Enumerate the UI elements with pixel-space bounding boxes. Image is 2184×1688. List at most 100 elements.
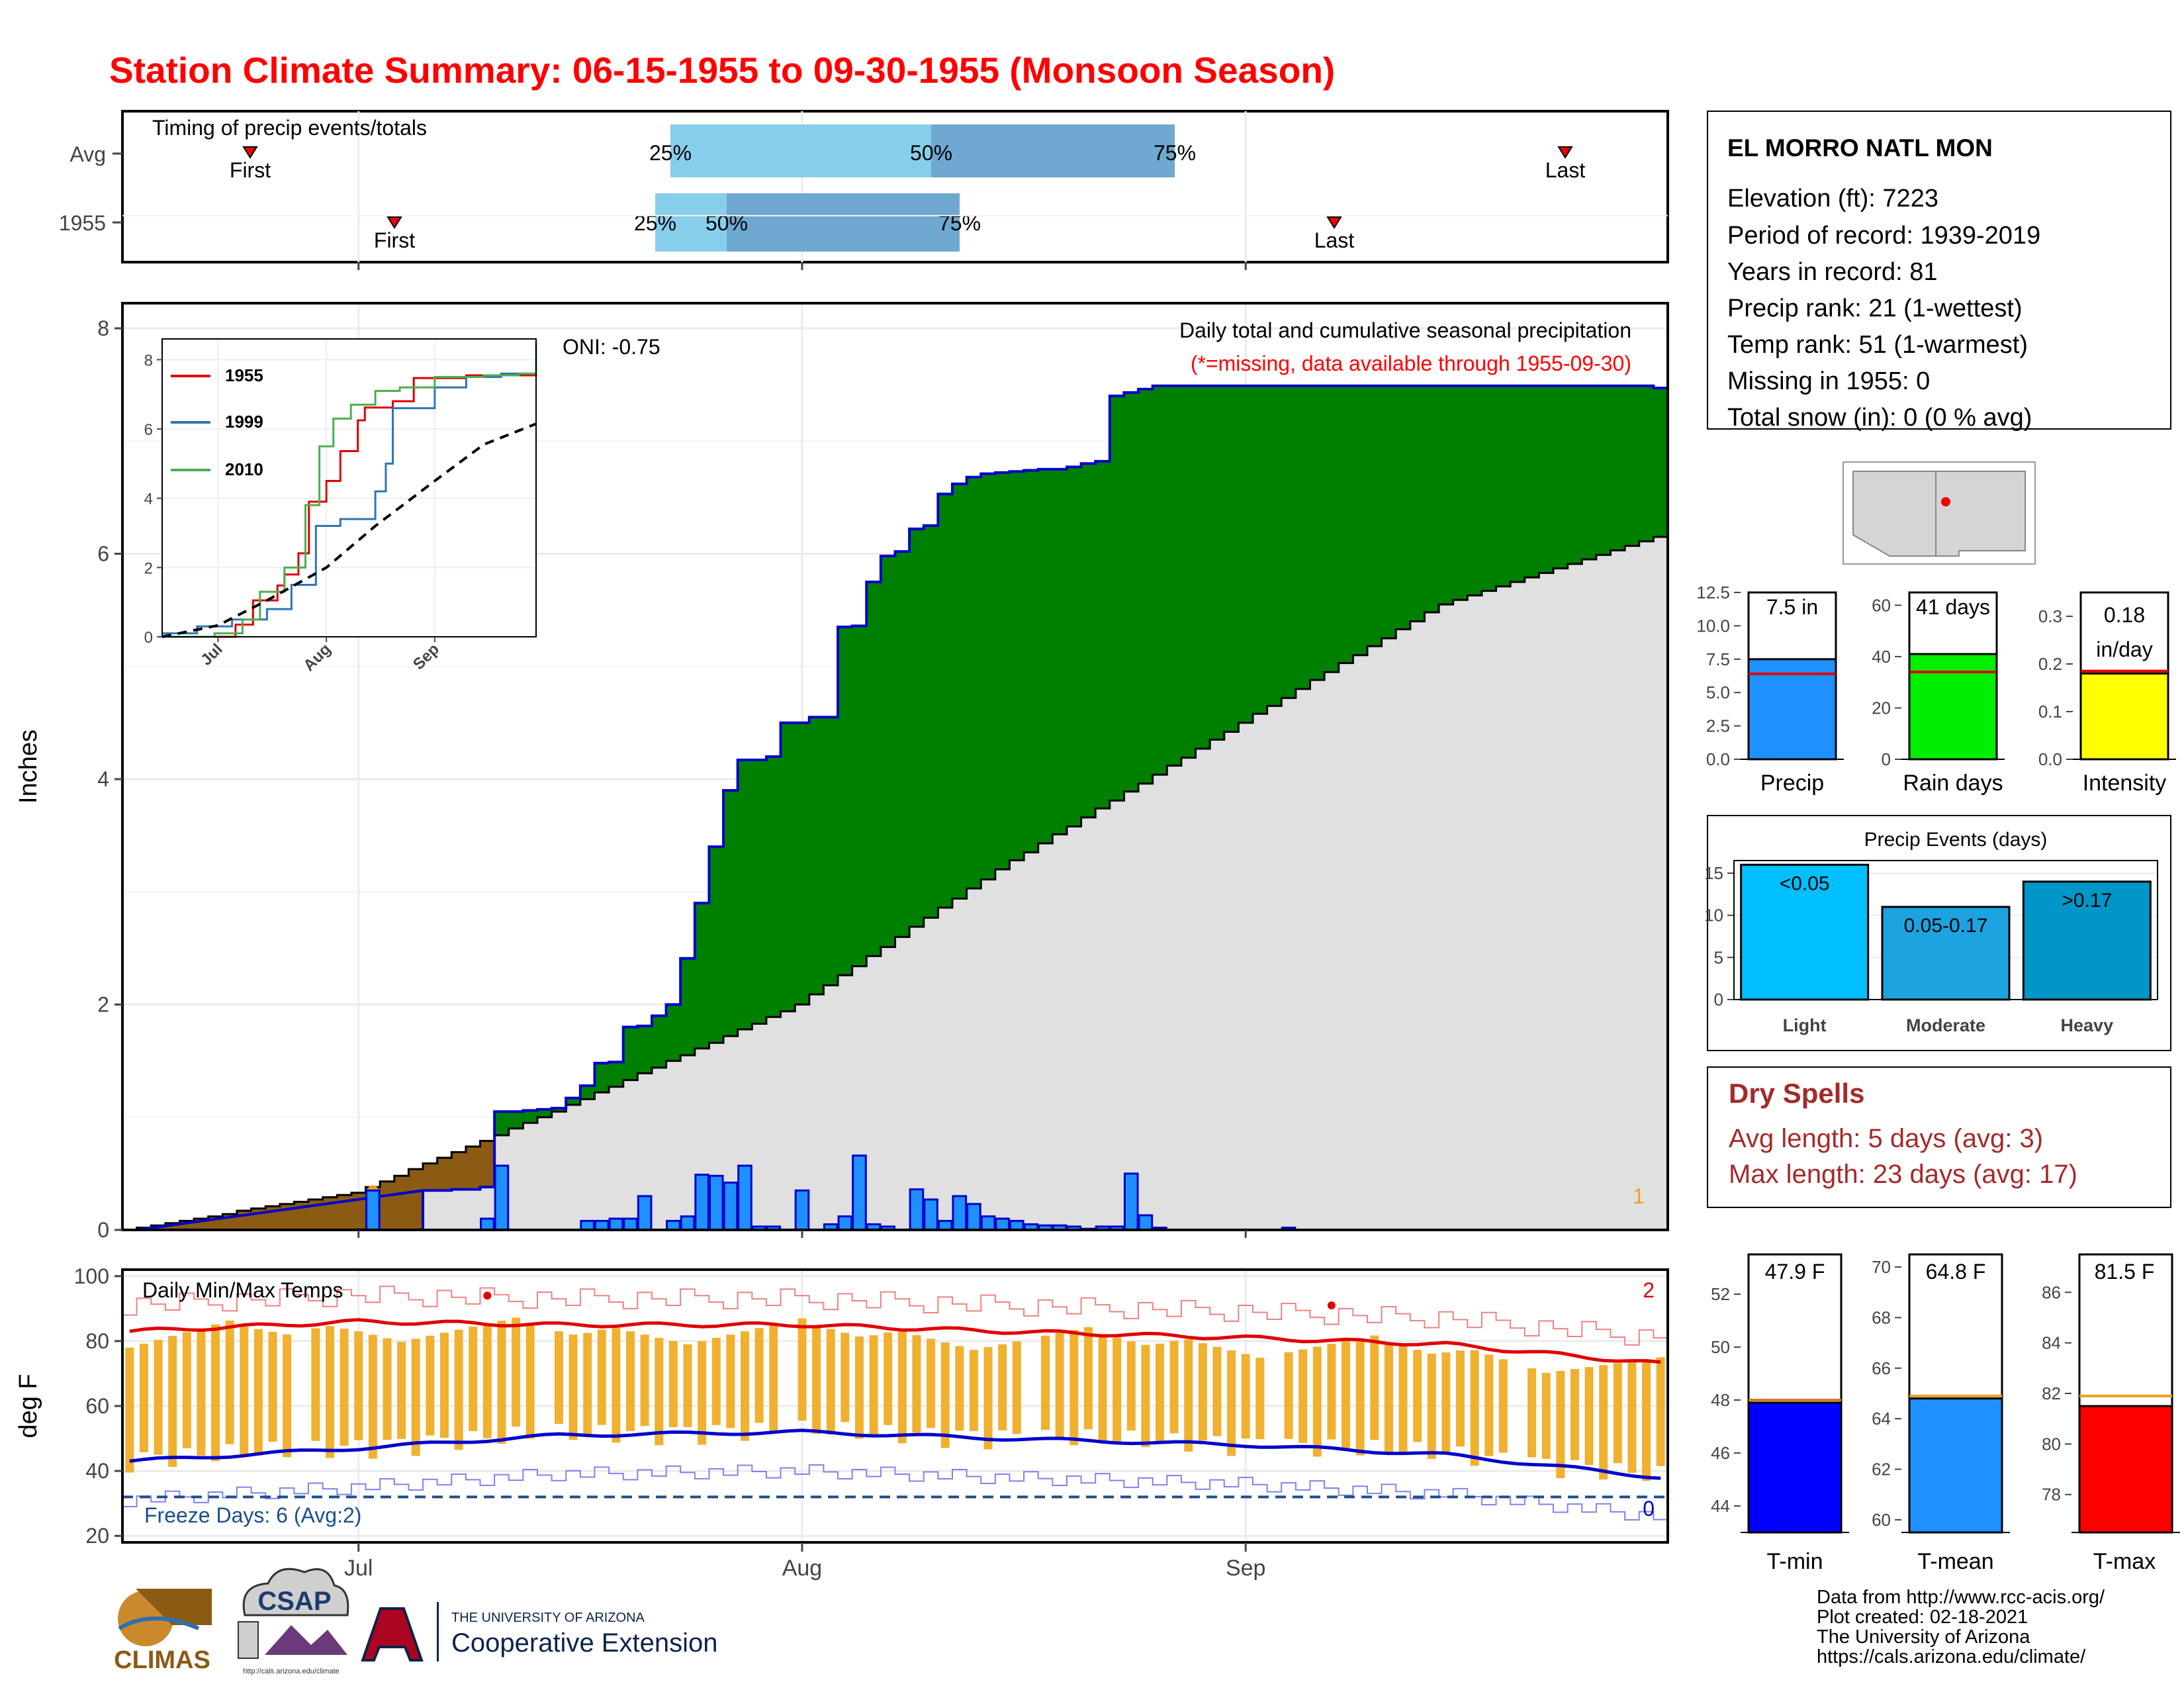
daily-temp-bar (1012, 1341, 1021, 1434)
daily-temp-bar (1556, 1371, 1565, 1479)
daily-temp-bar (1126, 1341, 1136, 1431)
mini-y-tick-label: 80 (2042, 1434, 2061, 1454)
record-high-marker (483, 1291, 492, 1300)
daily-temp-bar (439, 1333, 449, 1438)
daily-temp-bar (1055, 1333, 1064, 1438)
daily-temp-bar (640, 1335, 649, 1427)
daily-temp-bar (1298, 1349, 1308, 1443)
daily-temp-bar (927, 1338, 936, 1429)
date-x-axis: Jul Aug Sep (344, 262, 1265, 1581)
1955-quartile-25-50 (655, 193, 727, 252)
dry-spells-max: Max length: 23 days (avg: 17) (1729, 1160, 2077, 1189)
daily-temp-bar (1541, 1372, 1551, 1459)
daily-temp-bar (1570, 1369, 1579, 1460)
inset-series-avg (161, 422, 537, 638)
avg-last-marker (1557, 146, 1573, 159)
inset-bg (161, 338, 537, 637)
ua-divider (437, 1602, 439, 1662)
daily-precip-bar (794, 1189, 810, 1231)
daily-temp-bar (969, 1350, 978, 1431)
daily-precip-bar (694, 1174, 709, 1231)
tmean-bar (1908, 1397, 2003, 1534)
daily-temp-bar (454, 1329, 463, 1450)
csap-cloud (242, 1568, 349, 1617)
tmin-xlabel: T-min (1767, 1549, 1823, 1574)
mini-y-tick-label: 70 (1872, 1257, 1891, 1277)
events-bar-light (1740, 863, 1870, 1001)
map-state-arizona (1852, 471, 1936, 557)
daily-temp-bar (1427, 1353, 1436, 1459)
daily-temp-bar (354, 1331, 363, 1440)
inset-legend: 1955 1999 2010 (171, 365, 263, 479)
daily-temp-bar (268, 1331, 277, 1442)
daily-temp-bar (1083, 1327, 1093, 1430)
daily-precip-bar (708, 1174, 724, 1231)
daily-temp-bar (1498, 1359, 1508, 1453)
1955-pct-75: 75% (938, 211, 981, 235)
mini-y-tick-label: 0.0 (2038, 749, 2062, 769)
page-title: Station Climate Summary: 06-15-1955 to 0… (109, 50, 1335, 91)
university-of-arizona-logo: THE UNIVERSITY OF ARIZONA Cooperative Ex… (361, 1602, 717, 1662)
y-tick-label: 0 (97, 1218, 109, 1242)
daily-temp-bar (726, 1335, 735, 1429)
daily-temp-bar (1355, 1338, 1365, 1456)
temp-corner-bottom: 0 (1643, 1497, 1655, 1521)
daily-temp-bar (211, 1324, 220, 1462)
events-category-label: Moderate (1906, 1015, 1985, 1035)
daily-temp-bar (1484, 1354, 1494, 1456)
inset-y-tick-label: 0 (144, 629, 153, 647)
daily-temp-bar (197, 1328, 206, 1456)
daily-temp-bar (1241, 1354, 1250, 1439)
inset-y-tick-label: 2 (144, 559, 153, 577)
events-category-label: Light (1783, 1015, 1827, 1035)
x-tick-label: Aug (782, 1556, 823, 1581)
daily-temp-bar (841, 1333, 850, 1423)
mini-y-tick-label: 2.5 (1706, 716, 1730, 736)
daily-temp-bar (240, 1326, 249, 1457)
daily-temp-bar (826, 1329, 835, 1435)
precip-y-label: Inches (15, 729, 42, 804)
mini-y-tick-label: 50 (1711, 1337, 1730, 1357)
daily-precip-bar (980, 1215, 996, 1231)
events-bar-label: 0.05-0.17 (1904, 915, 1988, 937)
daily-temp-bar (955, 1346, 964, 1431)
daily-temp-bar (469, 1327, 478, 1431)
daily-temp-bar (983, 1347, 993, 1450)
daily-temp-bar (182, 1332, 191, 1448)
precip-corner-count: 1 (1633, 1184, 1645, 1208)
avg-quartile-50-75 (931, 124, 1175, 177)
daily-temp-bar (340, 1329, 349, 1446)
precip-bar (1747, 658, 1837, 761)
events-y-tick-label: 10 (1704, 906, 1723, 925)
avg-first-marker (242, 146, 258, 159)
legend-label-2010: 2010 (225, 459, 263, 479)
average-precip-area (122, 536, 1668, 1230)
y-tick-label: 40 (85, 1459, 109, 1483)
average-cumulative-line (122, 536, 1668, 1231)
y-tick-label: 4 (97, 767, 109, 791)
1955-first-label: First (374, 228, 415, 252)
dry-spells-avg: Avg length: 5 days (avg: 3) (1729, 1124, 2043, 1153)
daily-temp-bar (525, 1324, 535, 1439)
daily-temp-bar (897, 1331, 907, 1444)
mini-y-tick-label: 20 (1872, 698, 1891, 718)
mini-y-tick-label: 46 (1711, 1443, 1730, 1463)
daily-temp-bar (426, 1335, 435, 1436)
timing-row-1955-label: 1955 (59, 211, 106, 235)
intensity-bar (2079, 672, 2169, 761)
daily-temp-bar (1155, 1343, 1164, 1443)
daily-temp-bar (1227, 1350, 1236, 1456)
events-y-tick-label: 15 (1704, 863, 1723, 883)
daily-temp-bar (497, 1321, 506, 1444)
daily-temp-bar (1212, 1346, 1222, 1436)
daily-temp-bar (1470, 1350, 1479, 1466)
events-y-tick-label: 5 (1714, 947, 1723, 967)
1955-pct-25: 25% (634, 211, 676, 235)
station-line: Years in record: 81 (1727, 258, 1938, 286)
daily-temp-bar (1098, 1334, 1107, 1443)
legend-label-1955: 1955 (225, 365, 263, 385)
daily-precip-bar (637, 1195, 653, 1231)
mini-y-tick-label: 78 (2042, 1485, 2061, 1505)
